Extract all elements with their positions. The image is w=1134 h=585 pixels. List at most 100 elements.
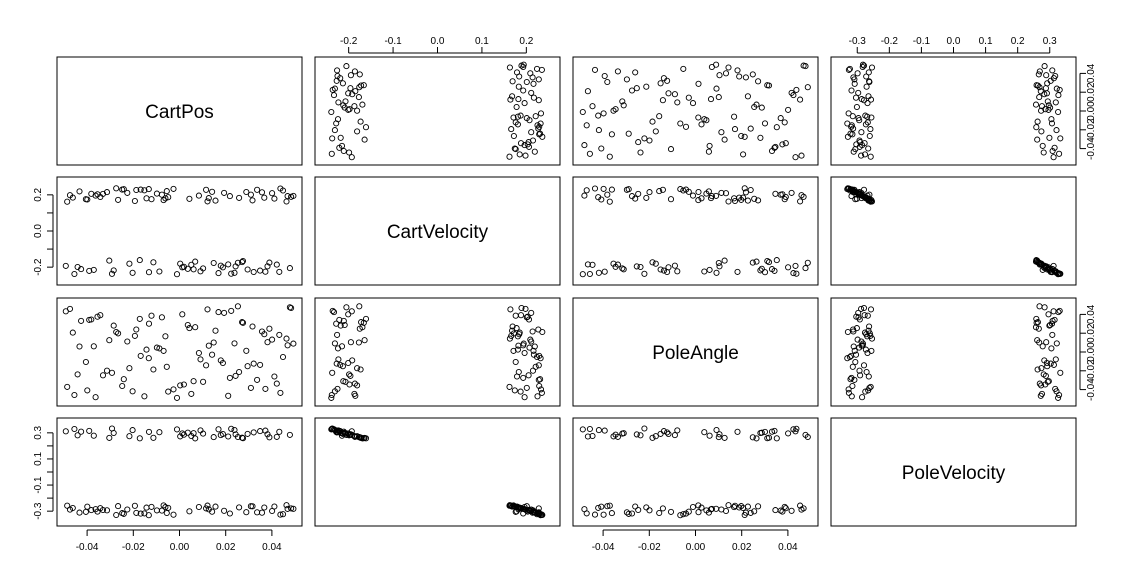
data-point: [333, 120, 340, 127]
data-point: [340, 317, 347, 324]
data-point: [143, 504, 150, 511]
data-point: [62, 262, 69, 269]
data-point: [1052, 72, 1059, 80]
data-point: [855, 191, 862, 198]
data-point: [782, 505, 789, 512]
data-point: [536, 510, 543, 517]
data-point: [137, 352, 144, 359]
data-point: [731, 197, 739, 205]
data-point: [158, 507, 165, 514]
data-point: [584, 88, 591, 95]
data-point: [239, 319, 246, 326]
data-point: [236, 504, 243, 511]
data-point: [511, 145, 518, 152]
data-point: [689, 100, 697, 107]
tick-label: -0.02: [638, 542, 661, 553]
data-point: [804, 433, 811, 441]
panel-PoleAngle-vs-CartPos: [56, 297, 303, 407]
data-point: [646, 189, 653, 196]
data-point: [614, 68, 621, 75]
data-point: [722, 507, 730, 515]
data-point: [226, 510, 233, 517]
data-point: [586, 425, 593, 433]
data-point: [141, 510, 148, 517]
data-point: [71, 425, 78, 433]
data-point: [262, 268, 269, 275]
data-point: [247, 384, 254, 391]
data-point: [357, 118, 364, 125]
data-point: [584, 433, 591, 440]
data-point: [1039, 142, 1046, 149]
data-point: [665, 90, 672, 97]
data-point: [734, 67, 741, 74]
data-point: [288, 193, 295, 200]
data-point: [713, 85, 720, 92]
data-point: [713, 505, 720, 512]
data-point: [781, 196, 788, 203]
data-point: [864, 113, 871, 120]
data-point: [851, 347, 858, 354]
tick-label: -0.04: [76, 542, 99, 553]
data-point: [716, 263, 723, 270]
data-point: [633, 85, 640, 92]
data-point: [129, 388, 136, 395]
data-point: [329, 135, 336, 142]
data-point: [768, 147, 776, 155]
data-point: [620, 266, 627, 273]
data-point: [162, 504, 169, 511]
data-point: [333, 77, 340, 84]
data-point: [1041, 91, 1048, 98]
data-point: [612, 263, 619, 270]
data-point: [333, 320, 340, 327]
data-point: [184, 265, 191, 272]
data-point: [1036, 94, 1043, 101]
data-point: [190, 266, 197, 273]
data-point: [635, 190, 642, 197]
data-point: [343, 304, 350, 311]
data-point: [705, 188, 712, 195]
data-point: [1049, 67, 1056, 74]
data-point: [84, 387, 91, 394]
data-point: [859, 394, 866, 401]
data-point: [1057, 270, 1064, 277]
data-point: [360, 82, 367, 89]
data-point: [115, 503, 122, 510]
data-point: [625, 510, 632, 517]
data-point: [849, 113, 856, 120]
data-point: [785, 106, 792, 113]
bottom-axis-PoleAngle: -0.04 -0.02 0.00 0.02 0.04: [592, 529, 798, 553]
data-point: [257, 428, 264, 435]
data-point: [120, 186, 127, 193]
data-point: [758, 265, 765, 272]
panel-frame: [314, 417, 561, 527]
data-point: [713, 426, 720, 434]
data-point: [532, 509, 539, 517]
data-point: [800, 505, 807, 512]
data-point: [698, 121, 705, 128]
data-point: [741, 133, 748, 140]
data-point: [864, 100, 871, 107]
data-point: [595, 269, 602, 276]
data-point: [78, 317, 85, 324]
data-point: [355, 339, 362, 346]
data-point: [328, 150, 335, 157]
data-point: [515, 96, 522, 103]
data-point: [234, 303, 241, 310]
data-point: [788, 189, 795, 196]
data-point: [845, 389, 852, 396]
data-point: [269, 190, 276, 197]
data-point: [82, 508, 89, 515]
data-point: [695, 197, 702, 204]
data-point: [751, 195, 758, 202]
data-point: [705, 148, 712, 155]
data-point: [517, 140, 525, 147]
data-point: [162, 333, 169, 340]
data-point: [334, 67, 341, 74]
data-point: [1033, 319, 1040, 326]
data-point: [279, 511, 287, 518]
data-point: [610, 107, 617, 114]
data-point: [600, 110, 607, 117]
data-point: [701, 268, 708, 275]
data-point: [1050, 361, 1057, 368]
data-point: [212, 503, 219, 510]
